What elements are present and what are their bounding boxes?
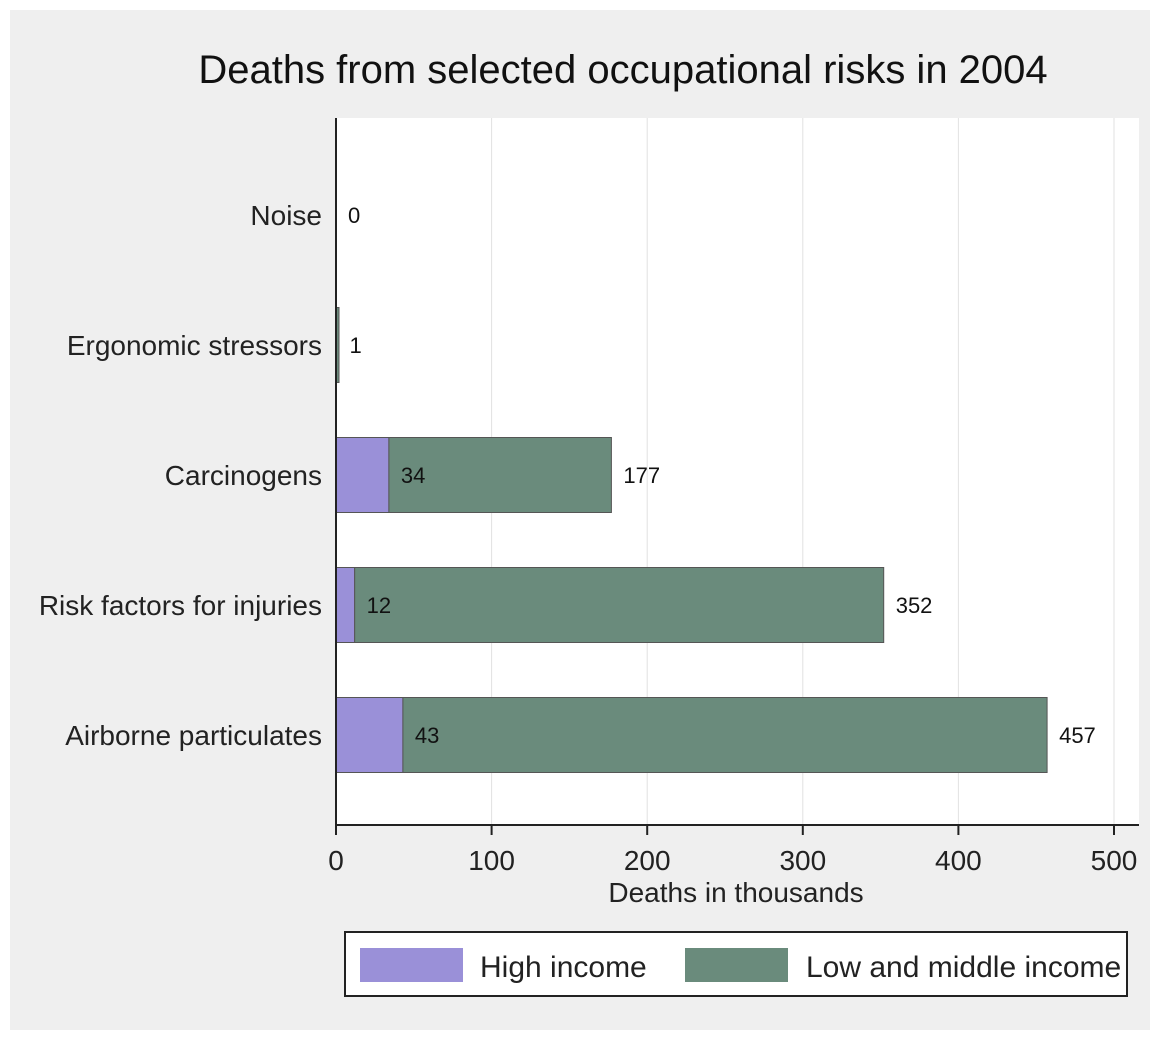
legend-swatch-low-middle-income <box>685 948 788 982</box>
category-label-noise: Noise <box>250 200 322 231</box>
legend-label-low-middle-income: Low and middle income <box>806 951 1121 984</box>
bar-carcinogens-low-and-middle-income <box>388 437 612 513</box>
value-labels: 0 1 34 177 12 352 43 457 <box>348 203 1096 748</box>
bar-carcinogens-high-income <box>335 437 390 513</box>
bar-risk-factors-for-injuries-low-and-middle-income <box>354 567 885 643</box>
bar-airborne-particulates-low-and-middle-income <box>402 697 1048 773</box>
x-tick-labels: 0 100 200 300 400 500 <box>328 845 1137 876</box>
x-axis-label: Deaths in thousands <box>608 877 863 908</box>
inner-value-label-carcinogens: 34 <box>401 463 425 488</box>
x-tick-label-100: 100 <box>468 845 515 876</box>
legend-swatch-high-income <box>360 948 463 982</box>
category-label-airborne-particulates: Airborne particulates <box>65 720 322 751</box>
chart-svg: Deaths from selected occupational risks … <box>39 48 1139 997</box>
total-value-label-ergonomic-stressors: 1 <box>350 333 362 358</box>
x-tick-label-300: 300 <box>779 845 826 876</box>
category-label-ergonomic-stressors: Ergonomic stressors <box>67 330 322 361</box>
axes <box>335 118 1139 835</box>
x-tick-label-400: 400 <box>935 845 982 876</box>
chart-title: Deaths from selected occupational risks … <box>198 48 1047 92</box>
bar-risk-factors-for-injuries-high-income <box>335 567 356 643</box>
x-tick-label-500: 500 <box>1091 845 1138 876</box>
category-labels: Noise Ergonomic stressors Carcinogens Risk … <box>39 200 322 751</box>
total-value-label-risk-factors-for-injuries: 352 <box>896 593 933 618</box>
bar-airborne-particulates-high-income <box>335 697 404 773</box>
inner-value-label-risk-factors-for-injuries: 12 <box>367 593 391 618</box>
total-value-label-noise: 0 <box>348 203 360 228</box>
x-tick-label-0: 0 <box>328 845 344 876</box>
legend-label-high-income: High income <box>480 951 647 984</box>
chart-frame: Deaths from selected occupational risks … <box>10 10 1150 1030</box>
inner-value-label-airborne-particulates: 43 <box>415 723 439 748</box>
category-label-risk-factors-for-injuries: Risk factors for injuries <box>39 590 322 621</box>
total-value-label-carcinogens: 177 <box>623 463 660 488</box>
bars <box>335 307 1048 773</box>
legend: High income Low and middle income <box>344 931 1128 997</box>
total-value-label-airborne-particulates: 457 <box>1059 723 1096 748</box>
category-label-carcinogens: Carcinogens <box>165 460 322 491</box>
x-tick-label-200: 200 <box>624 845 671 876</box>
